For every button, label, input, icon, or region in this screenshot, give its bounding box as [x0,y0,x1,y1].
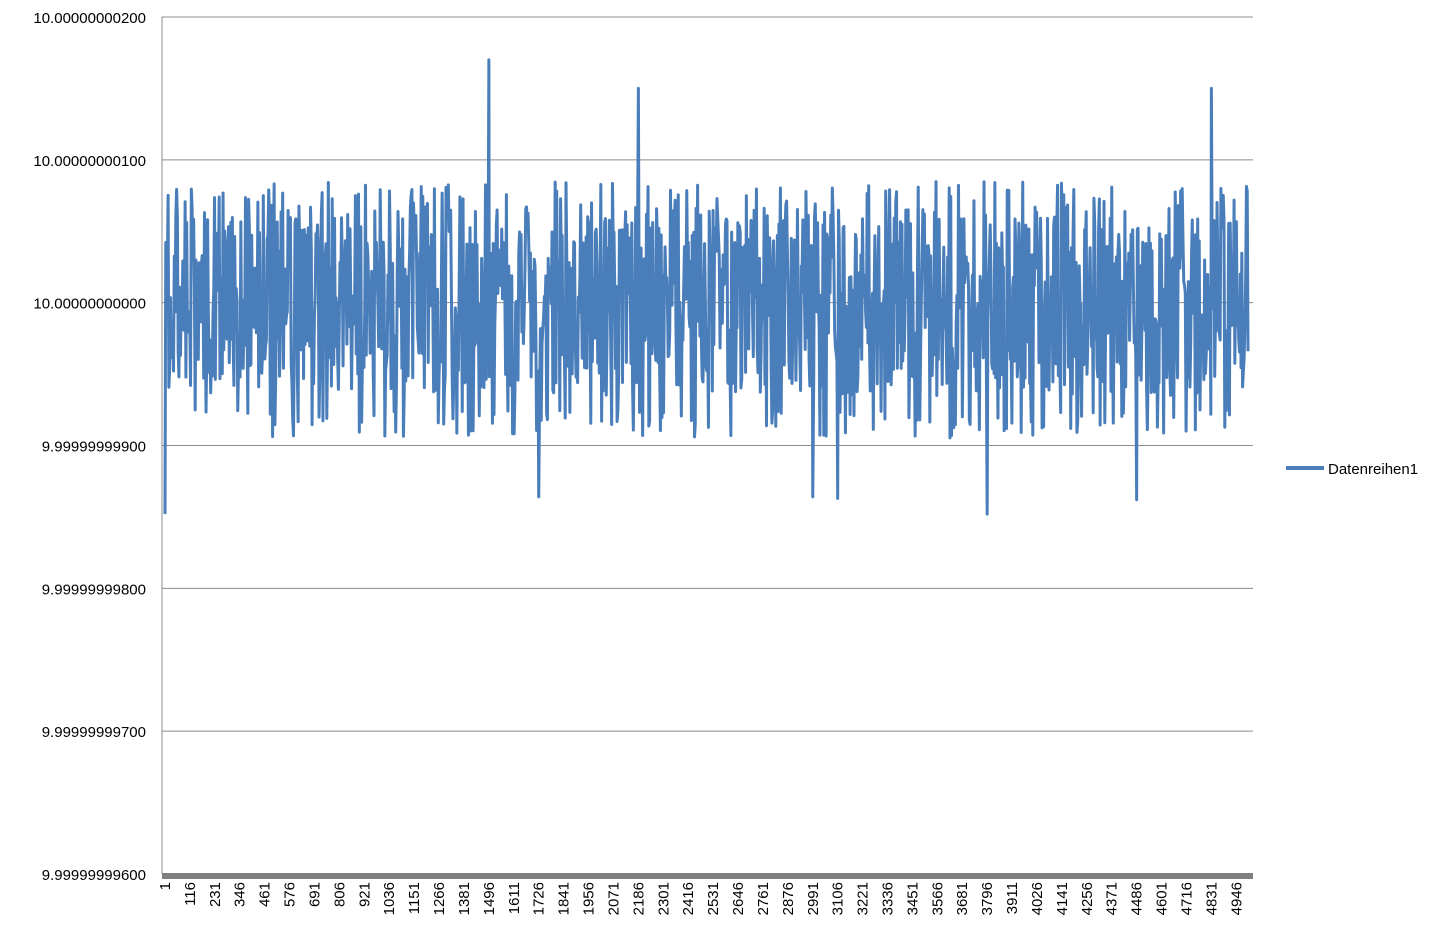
x-tick-label: 1956 [581,882,598,915]
x-tick-label: 2646 [730,882,747,915]
series-line-datenreihen1 [163,58,1250,516]
x-tick-label: 2416 [680,882,697,915]
x-tick-label: 2071 [605,882,622,915]
x-tick-label: 4141 [1054,882,1071,915]
y-tick-label: 9.99999999600 [42,867,146,884]
gridlines [162,16,1253,875]
x-tick-label: 4716 [1178,882,1195,915]
x-tick-label: 3911 [1004,882,1021,914]
x-tick-label: 921 [356,882,373,907]
x-tick-label: 1151 [406,882,423,914]
x-tick-label: 4026 [1029,882,1046,915]
y-tick-label: 10.00000000000 [33,296,146,313]
x-tick-label: 3336 [880,882,897,915]
x-tick-label: 4601 [1154,882,1171,915]
x-tick-label: 4371 [1104,882,1121,915]
x-tick-label: 2186 [630,882,647,915]
x-tick-label: 1496 [481,882,498,915]
x-tick-label: 806 [331,882,348,907]
x-tick-label: 4486 [1129,882,1146,915]
x-tick-label: 1 [157,882,174,890]
legend: Datenreihen1 [1286,461,1418,478]
axes: 10.00000000200 10.00000000100 10.000000000… [33,10,1253,915]
series-layer [163,58,1250,516]
x-tick-label: 3796 [979,882,996,915]
x-tick-label: 691 [306,882,323,907]
x-tick-label: 1266 [431,882,448,915]
x-tick-label: 2991 [805,882,822,915]
x-tick-label: 3106 [830,882,847,915]
x-tick-label: 1611 [506,882,523,914]
x-tick-label: 2876 [780,882,797,915]
x-tick-label: 1381 [456,882,473,915]
x-tick-label: 4831 [1203,882,1220,915]
x-tick-label: 4946 [1228,882,1245,915]
y-tick-label: 9.99999999800 [42,581,146,598]
y-tick-label: 9.99999999900 [42,439,146,456]
x-tick-label: 3681 [954,882,971,915]
x-tick-label: 3451 [904,882,921,915]
x-tick-label: 3566 [929,882,946,915]
x-axis-line [162,873,1253,879]
x-tick-label: 116 [182,882,199,906]
y-tick-label: 10.00000000100 [33,153,146,170]
x-tick-label: 1841 [556,882,573,915]
x-tick-label: 346 [232,882,249,907]
x-tick-label: 461 [257,882,274,907]
x-tick-label: 2301 [655,882,672,915]
x-tick-label: 1036 [381,882,398,915]
x-tick-label: 2761 [755,882,772,915]
x-tick-label: 576 [282,882,299,907]
y-tick-label: 9.99999999700 [42,724,146,741]
legend-label: Datenreihen1 [1328,461,1418,478]
y-tick-label: 10.00000000200 [33,10,146,27]
x-tick-label: 2531 [705,882,722,915]
x-tick-label: 231 [207,882,224,907]
x-tick-label: 3221 [855,882,872,915]
x-tick-label: 1726 [531,882,548,915]
x-tick-label: 4256 [1079,882,1096,915]
